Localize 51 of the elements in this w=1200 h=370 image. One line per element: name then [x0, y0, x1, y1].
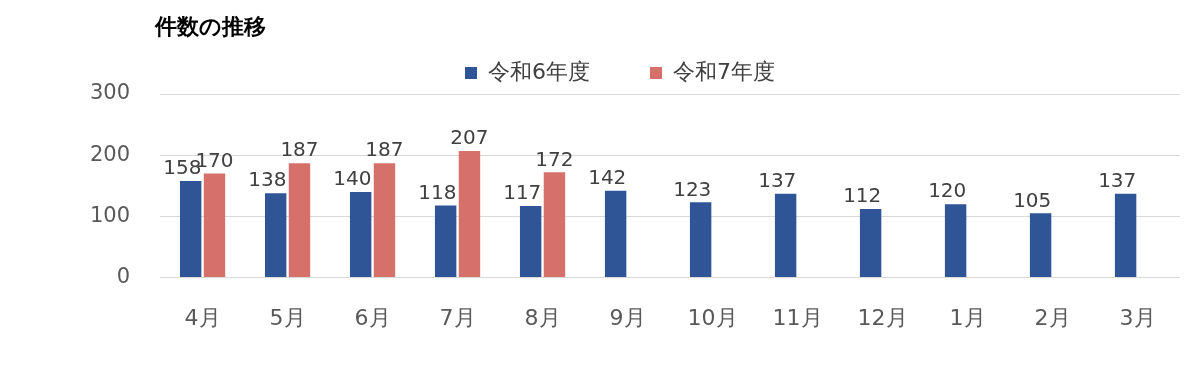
x-tick-label: 5月: [269, 304, 306, 330]
x-tick-label: 3月: [1119, 304, 1156, 330]
x-tick-label: 4月: [184, 304, 221, 330]
x-tick-label: 11月: [772, 304, 823, 330]
data-label: 172: [535, 146, 574, 171]
chart-title: 件数の推移: [155, 13, 266, 41]
bar: [944, 204, 967, 278]
data-label: 123: [673, 176, 712, 201]
bar: [264, 193, 287, 278]
data-label: 137: [758, 167, 797, 192]
data-label: 112: [843, 183, 882, 208]
bar: [203, 173, 226, 278]
data-label: 138: [248, 167, 287, 192]
x-tick-label: 6月: [354, 304, 391, 330]
data-label: 187: [365, 137, 404, 162]
bar: [543, 172, 566, 278]
legend-label: 令和6年度: [488, 58, 590, 84]
x-tick-label: 9月: [609, 304, 646, 330]
y-tick-label: 200: [89, 141, 131, 166]
data-label: 105: [1013, 187, 1052, 212]
bar: [434, 205, 457, 278]
bar: [859, 209, 882, 278]
bar: [179, 180, 202, 278]
data-label: 142: [588, 164, 627, 189]
data-label: 137: [1098, 167, 1137, 192]
bar: [519, 206, 542, 278]
bar: [349, 191, 372, 278]
data-label: 207: [450, 125, 489, 150]
x-tick-label: 2月: [1034, 304, 1071, 330]
bar: [373, 163, 396, 278]
bar: [774, 193, 797, 278]
data-label: 118: [418, 179, 457, 204]
y-tick-label: 100: [89, 202, 131, 227]
x-tick-label: 12月: [857, 304, 908, 330]
x-tick-label: 7月: [439, 304, 476, 330]
bar: [458, 150, 481, 278]
bar: [604, 190, 627, 278]
bar: [1029, 213, 1052, 278]
data-label: 187: [280, 137, 319, 162]
y-tick-label: 300: [89, 80, 131, 105]
bar: [288, 163, 311, 278]
data-label: 117: [503, 180, 542, 205]
x-tick-label: 1月: [949, 304, 986, 330]
legend-label: 令和7年度: [673, 58, 775, 84]
x-tick-label: 10月: [687, 304, 738, 330]
y-tick-label: 0: [116, 264, 131, 289]
bar: [689, 202, 712, 278]
x-tick-label: 8月: [524, 304, 561, 330]
data-label: 120: [928, 178, 967, 203]
bar: [1114, 193, 1137, 278]
data-label: 140: [333, 166, 372, 191]
